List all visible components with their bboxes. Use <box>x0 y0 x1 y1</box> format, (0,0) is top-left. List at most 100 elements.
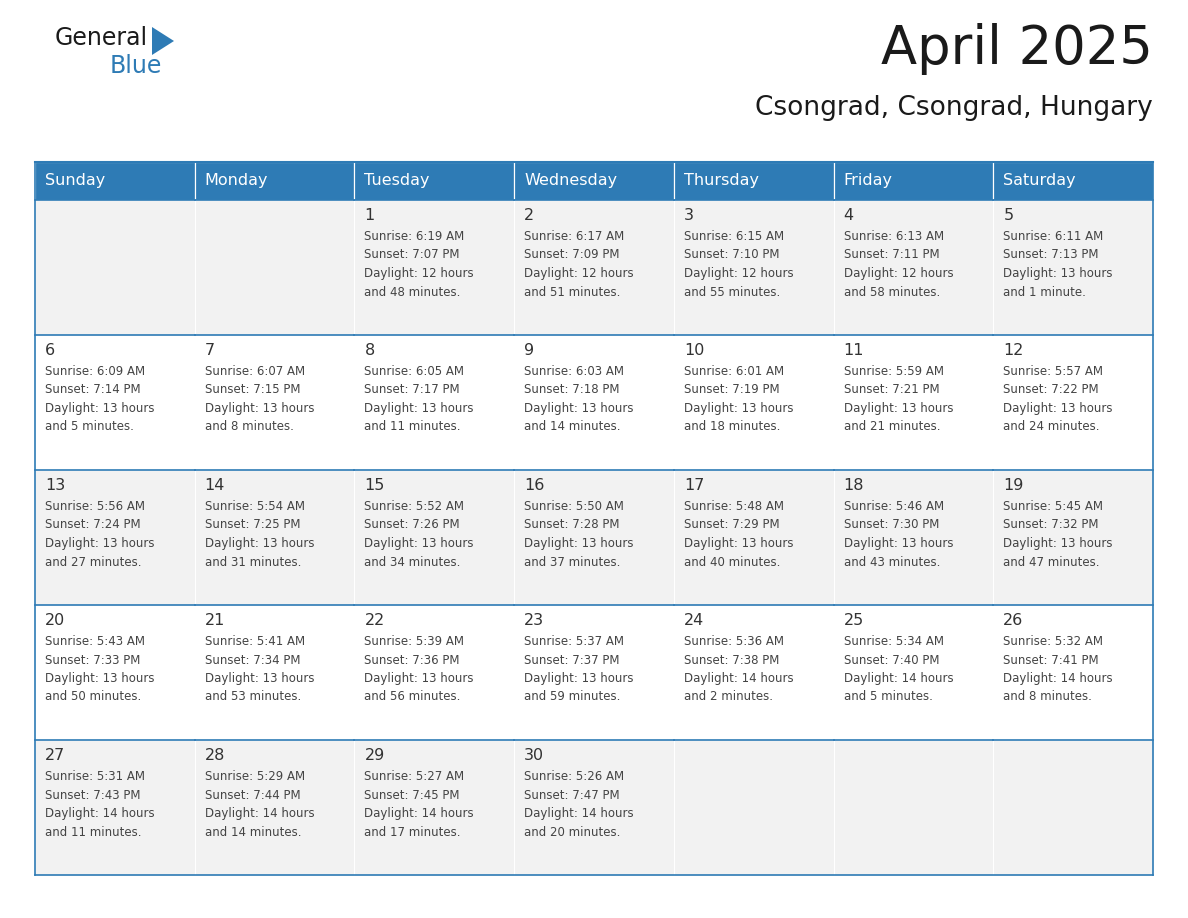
Text: Daylight: 13 hours: Daylight: 13 hours <box>365 537 474 550</box>
Text: Daylight: 13 hours: Daylight: 13 hours <box>45 537 154 550</box>
Text: Daylight: 13 hours: Daylight: 13 hours <box>45 672 154 685</box>
Text: and 8 minutes.: and 8 minutes. <box>204 420 293 433</box>
Text: Sunset: 7:40 PM: Sunset: 7:40 PM <box>843 654 939 666</box>
Text: 12: 12 <box>1004 343 1024 358</box>
Text: Sunrise: 6:19 AM: Sunrise: 6:19 AM <box>365 230 465 243</box>
Text: Sunrise: 6:07 AM: Sunrise: 6:07 AM <box>204 365 305 378</box>
Text: Sunset: 7:45 PM: Sunset: 7:45 PM <box>365 789 460 801</box>
Text: Csongrad, Csongrad, Hungary: Csongrad, Csongrad, Hungary <box>756 95 1154 121</box>
Text: Sunset: 7:34 PM: Sunset: 7:34 PM <box>204 654 301 666</box>
Bar <box>834 605 993 740</box>
Text: General: General <box>55 26 148 50</box>
Text: Daylight: 14 hours: Daylight: 14 hours <box>524 807 633 820</box>
Text: Daylight: 13 hours: Daylight: 13 hours <box>204 672 314 685</box>
Text: Daylight: 13 hours: Daylight: 13 hours <box>45 402 154 415</box>
Text: 29: 29 <box>365 748 385 763</box>
Text: Sunrise: 6:15 AM: Sunrise: 6:15 AM <box>684 230 784 243</box>
Text: Sunrise: 5:56 AM: Sunrise: 5:56 AM <box>45 500 145 513</box>
Text: Sunrise: 5:59 AM: Sunrise: 5:59 AM <box>843 365 943 378</box>
Text: and 43 minutes.: and 43 minutes. <box>843 555 940 568</box>
Text: 5: 5 <box>1004 208 1013 223</box>
Bar <box>674 740 834 875</box>
Text: Sunset: 7:13 PM: Sunset: 7:13 PM <box>1004 249 1099 262</box>
Text: and 14 minutes.: and 14 minutes. <box>204 825 302 838</box>
Text: and 55 minutes.: and 55 minutes. <box>684 285 781 298</box>
Bar <box>993 335 1154 470</box>
Text: Sunset: 7:37 PM: Sunset: 7:37 PM <box>524 654 620 666</box>
Text: Sunrise: 6:03 AM: Sunrise: 6:03 AM <box>524 365 624 378</box>
Text: and 37 minutes.: and 37 minutes. <box>524 555 620 568</box>
Bar <box>34 335 195 470</box>
Text: and 50 minutes.: and 50 minutes. <box>45 690 141 703</box>
Text: and 24 minutes.: and 24 minutes. <box>1004 420 1100 433</box>
Text: 4: 4 <box>843 208 854 223</box>
Text: Sunset: 7:41 PM: Sunset: 7:41 PM <box>1004 654 1099 666</box>
Text: Monday: Monday <box>204 174 268 188</box>
Bar <box>993 605 1154 740</box>
Text: Sunset: 7:32 PM: Sunset: 7:32 PM <box>1004 519 1099 532</box>
Text: Wednesday: Wednesday <box>524 174 618 188</box>
Text: Daylight: 13 hours: Daylight: 13 hours <box>1004 537 1113 550</box>
Text: Sunrise: 5:46 AM: Sunrise: 5:46 AM <box>843 500 943 513</box>
Text: Sunrise: 6:17 AM: Sunrise: 6:17 AM <box>524 230 625 243</box>
Bar <box>993 740 1154 875</box>
Bar <box>993 162 1154 200</box>
Text: Sunrise: 5:37 AM: Sunrise: 5:37 AM <box>524 635 624 648</box>
Text: Sunrise: 5:41 AM: Sunrise: 5:41 AM <box>204 635 305 648</box>
Text: 28: 28 <box>204 748 225 763</box>
Text: Sunrise: 6:13 AM: Sunrise: 6:13 AM <box>843 230 943 243</box>
Text: Sunset: 7:29 PM: Sunset: 7:29 PM <box>684 519 779 532</box>
Bar <box>195 335 354 470</box>
Text: 10: 10 <box>684 343 704 358</box>
Text: Sunrise: 6:05 AM: Sunrise: 6:05 AM <box>365 365 465 378</box>
Text: 3: 3 <box>684 208 694 223</box>
Text: Sunset: 7:11 PM: Sunset: 7:11 PM <box>843 249 940 262</box>
Text: and 11 minutes.: and 11 minutes. <box>365 420 461 433</box>
Text: Sunday: Sunday <box>45 174 106 188</box>
Text: Sunset: 7:14 PM: Sunset: 7:14 PM <box>45 384 140 397</box>
Text: and 17 minutes.: and 17 minutes. <box>365 825 461 838</box>
Text: Sunrise: 5:31 AM: Sunrise: 5:31 AM <box>45 770 145 783</box>
Bar <box>514 335 674 470</box>
Bar <box>34 200 195 335</box>
Text: Sunset: 7:25 PM: Sunset: 7:25 PM <box>204 519 301 532</box>
Bar <box>834 162 993 200</box>
Text: 11: 11 <box>843 343 864 358</box>
Text: and 53 minutes.: and 53 minutes. <box>204 690 301 703</box>
Text: 1: 1 <box>365 208 374 223</box>
Text: Daylight: 13 hours: Daylight: 13 hours <box>843 537 953 550</box>
Text: Sunrise: 5:50 AM: Sunrise: 5:50 AM <box>524 500 624 513</box>
Bar <box>195 605 354 740</box>
Text: 14: 14 <box>204 478 225 493</box>
Text: 16: 16 <box>524 478 544 493</box>
Text: Sunrise: 6:11 AM: Sunrise: 6:11 AM <box>1004 230 1104 243</box>
Bar <box>674 335 834 470</box>
Bar <box>514 470 674 605</box>
Text: Sunrise: 5:52 AM: Sunrise: 5:52 AM <box>365 500 465 513</box>
Bar <box>834 335 993 470</box>
Text: Daylight: 13 hours: Daylight: 13 hours <box>204 537 314 550</box>
Bar <box>834 470 993 605</box>
Bar <box>195 162 354 200</box>
Text: Sunset: 7:17 PM: Sunset: 7:17 PM <box>365 384 460 397</box>
Text: Daylight: 13 hours: Daylight: 13 hours <box>1004 402 1113 415</box>
Text: 13: 13 <box>45 478 65 493</box>
Text: and 59 minutes.: and 59 minutes. <box>524 690 620 703</box>
Text: Sunrise: 5:48 AM: Sunrise: 5:48 AM <box>684 500 784 513</box>
Text: Daylight: 13 hours: Daylight: 13 hours <box>524 402 633 415</box>
Text: 24: 24 <box>684 613 704 628</box>
Bar <box>195 740 354 875</box>
Bar <box>354 470 514 605</box>
Text: Sunrise: 5:43 AM: Sunrise: 5:43 AM <box>45 635 145 648</box>
Text: and 18 minutes.: and 18 minutes. <box>684 420 781 433</box>
Bar <box>354 200 514 335</box>
Bar <box>993 470 1154 605</box>
Bar <box>34 605 195 740</box>
Text: 9: 9 <box>524 343 535 358</box>
Text: and 14 minutes.: and 14 minutes. <box>524 420 620 433</box>
Text: 8: 8 <box>365 343 374 358</box>
Bar <box>34 470 195 605</box>
Text: Sunrise: 5:45 AM: Sunrise: 5:45 AM <box>1004 500 1104 513</box>
Text: Sunrise: 5:34 AM: Sunrise: 5:34 AM <box>843 635 943 648</box>
Text: Sunrise: 5:36 AM: Sunrise: 5:36 AM <box>684 635 784 648</box>
